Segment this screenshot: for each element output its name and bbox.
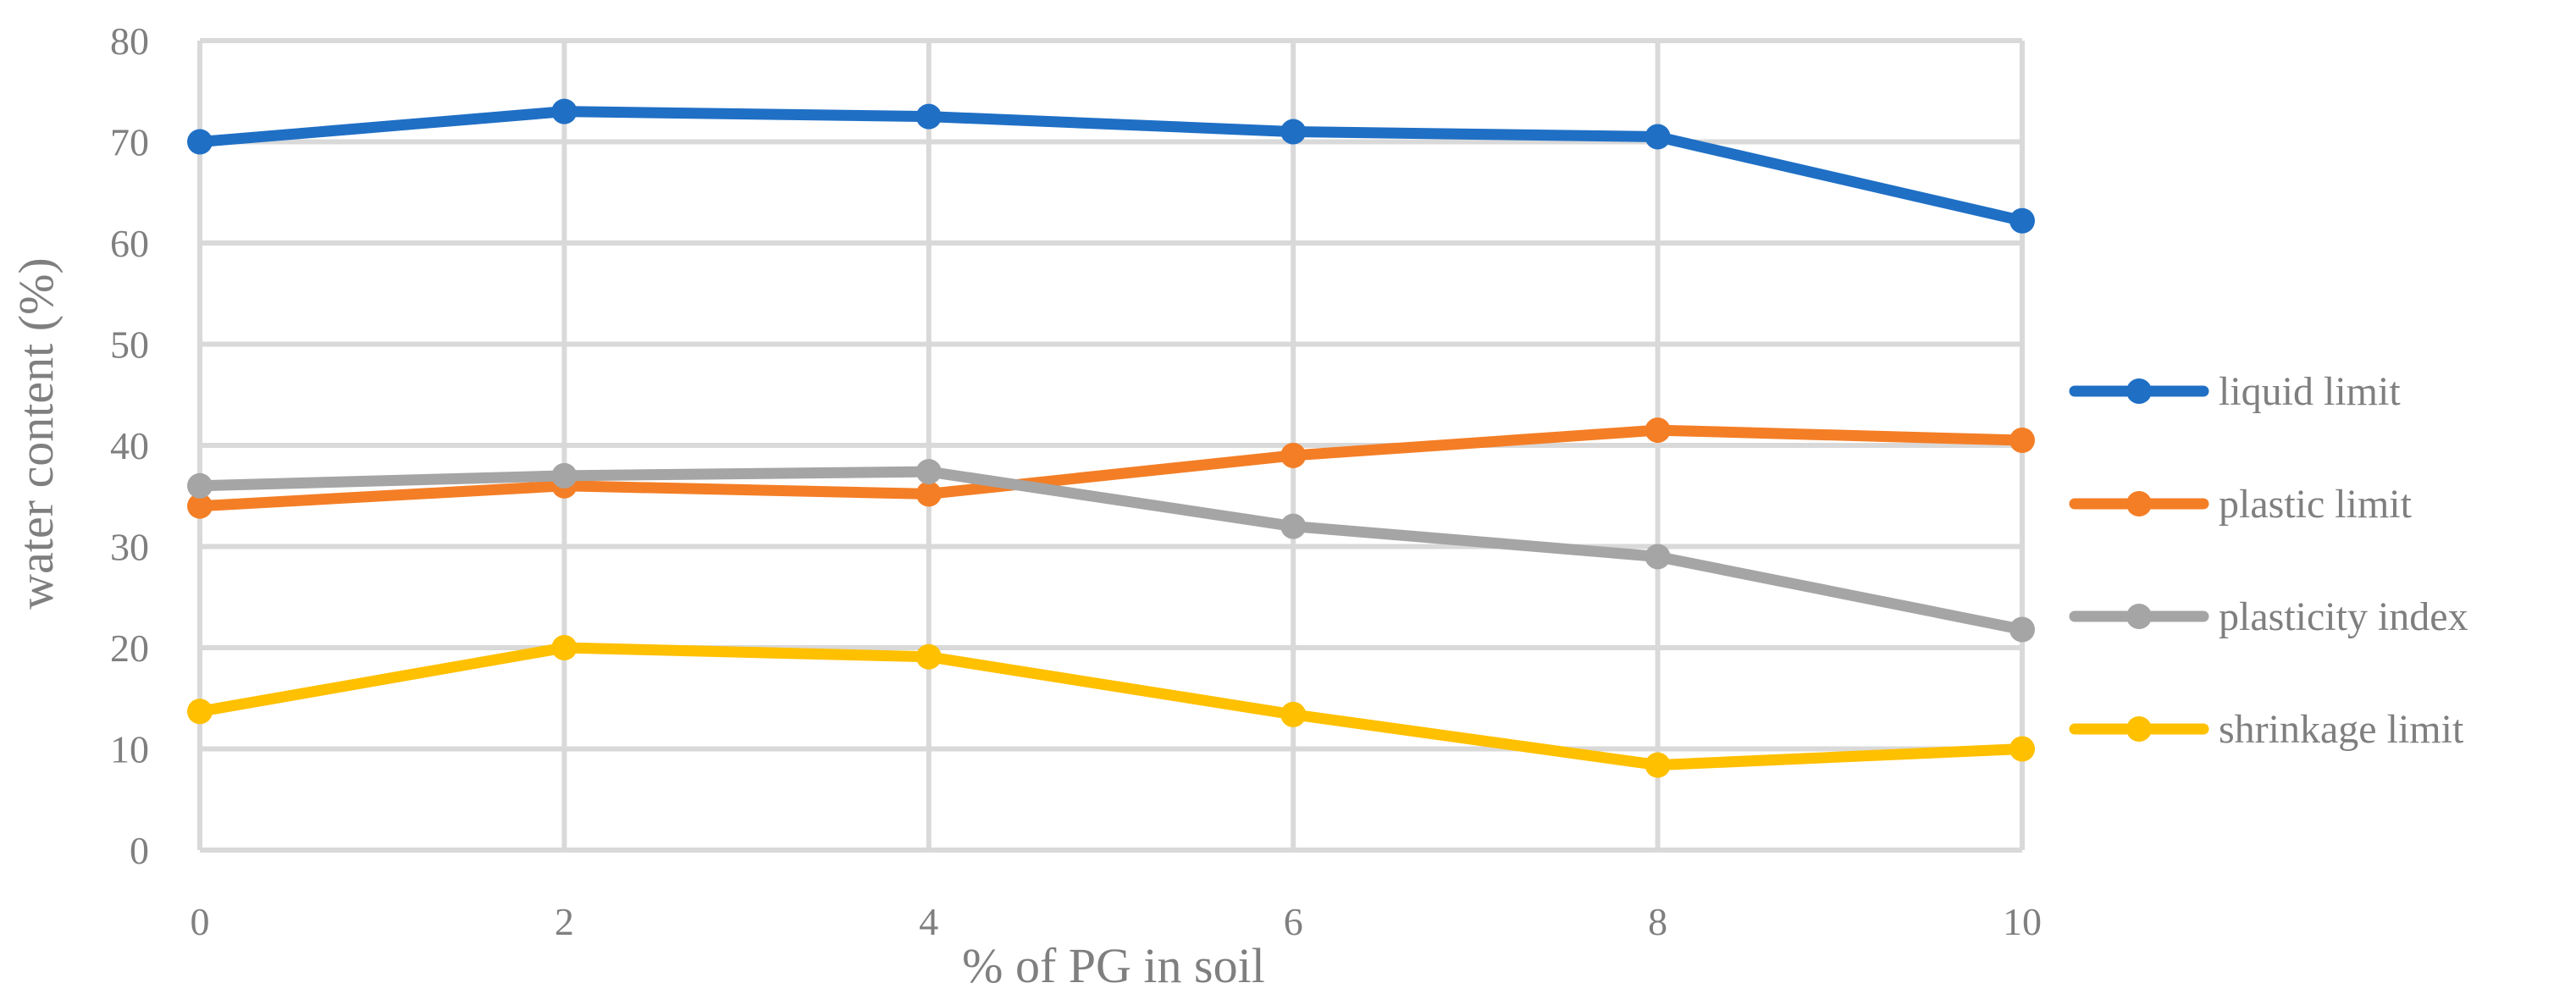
data-point-plasticity-index (915, 459, 942, 485)
y-axis-ticks: 0 10 20 30 40 50 60 70 80 (110, 19, 149, 872)
legend-marker (2126, 491, 2152, 516)
data-point-plastic-limit (1280, 442, 1307, 468)
series-plasticity-index (187, 459, 2035, 643)
y-tick-label: 40 (110, 424, 149, 467)
legend-marker (2126, 378, 2152, 404)
data-point-liquid-limit (187, 129, 213, 155)
legend-item-liquid-limit: liquid limit (2069, 369, 2401, 414)
x-axis-ticks: 0 2 4 6 8 10 (191, 900, 2043, 943)
data-point-plastic-limit (1645, 417, 1671, 444)
data-point-liquid-limit (1645, 124, 1671, 150)
legend-label: plastic limit (2219, 482, 2413, 527)
legend-item-shrinkage-limit: shrinkage limit (2069, 707, 2464, 752)
x-tick-label: 4 (919, 900, 938, 943)
data-point-liquid-limit (915, 103, 942, 130)
data-point-plastic-limit (2009, 428, 2035, 454)
data-point-plasticity-index (2009, 616, 2035, 643)
y-tick-label: 0 (130, 829, 149, 872)
y-tick-label: 80 (110, 19, 149, 63)
data-point-liquid-limit (551, 98, 578, 124)
legend-label: liquid limit (2219, 369, 2401, 414)
y-tick-label: 50 (110, 323, 149, 367)
series-line-shrinkage-limit (194, 642, 2028, 771)
data-point-shrinkage-limit (2009, 736, 2035, 762)
data-point-plasticity-index (551, 462, 578, 489)
x-tick-label: 2 (555, 900, 574, 943)
x-tick-label: 8 (1648, 900, 1667, 943)
data-point-plasticity-index (1280, 513, 1307, 539)
data-point-plastic-limit (187, 493, 213, 519)
series-line-liquid-limit (194, 106, 2028, 227)
data-point-plasticity-index (187, 472, 213, 499)
x-tick-label: 6 (1284, 900, 1303, 943)
series-layer (187, 98, 2035, 778)
y-tick-label: 10 (110, 728, 149, 771)
x-axis-title: % of PG in soil (962, 938, 1265, 993)
y-tick-label: 20 (110, 627, 149, 670)
legend-item-plasticity-index: plasticity index (2069, 594, 2468, 639)
y-tick-label: 70 (110, 121, 149, 164)
legend: liquid limit plastic limit plasticity inde… (2069, 369, 2468, 752)
legend-label: plasticity index (2219, 594, 2468, 639)
data-point-shrinkage-limit (915, 643, 942, 670)
data-point-plasticity-index (1645, 544, 1671, 570)
data-point-shrinkage-limit (551, 635, 578, 660)
data-point-liquid-limit (2009, 207, 2035, 234)
series-shrinkage-limit (187, 635, 2035, 778)
data-point-plastic-limit (915, 481, 942, 507)
data-point-shrinkage-limit (1645, 752, 1671, 778)
y-axis-title: water content (%) (8, 257, 64, 609)
series-line-plastic-limit (194, 424, 2028, 512)
legend-item-plastic-limit: plastic limit (2069, 482, 2413, 527)
legend-label: shrinkage limit (2219, 707, 2464, 752)
y-tick-label: 30 (110, 526, 149, 569)
x-tick-label: 10 (2003, 900, 2042, 943)
series-liquid-limit (187, 98, 2035, 234)
data-point-shrinkage-limit (187, 699, 213, 725)
legend-marker (2126, 716, 2152, 742)
data-point-shrinkage-limit (1280, 701, 1307, 727)
x-tick-label: 0 (191, 900, 210, 943)
data-point-liquid-limit (1280, 119, 1307, 145)
y-tick-label: 60 (110, 222, 149, 265)
legend-marker (2126, 604, 2152, 629)
series-line-plasticity-index (194, 466, 2028, 635)
